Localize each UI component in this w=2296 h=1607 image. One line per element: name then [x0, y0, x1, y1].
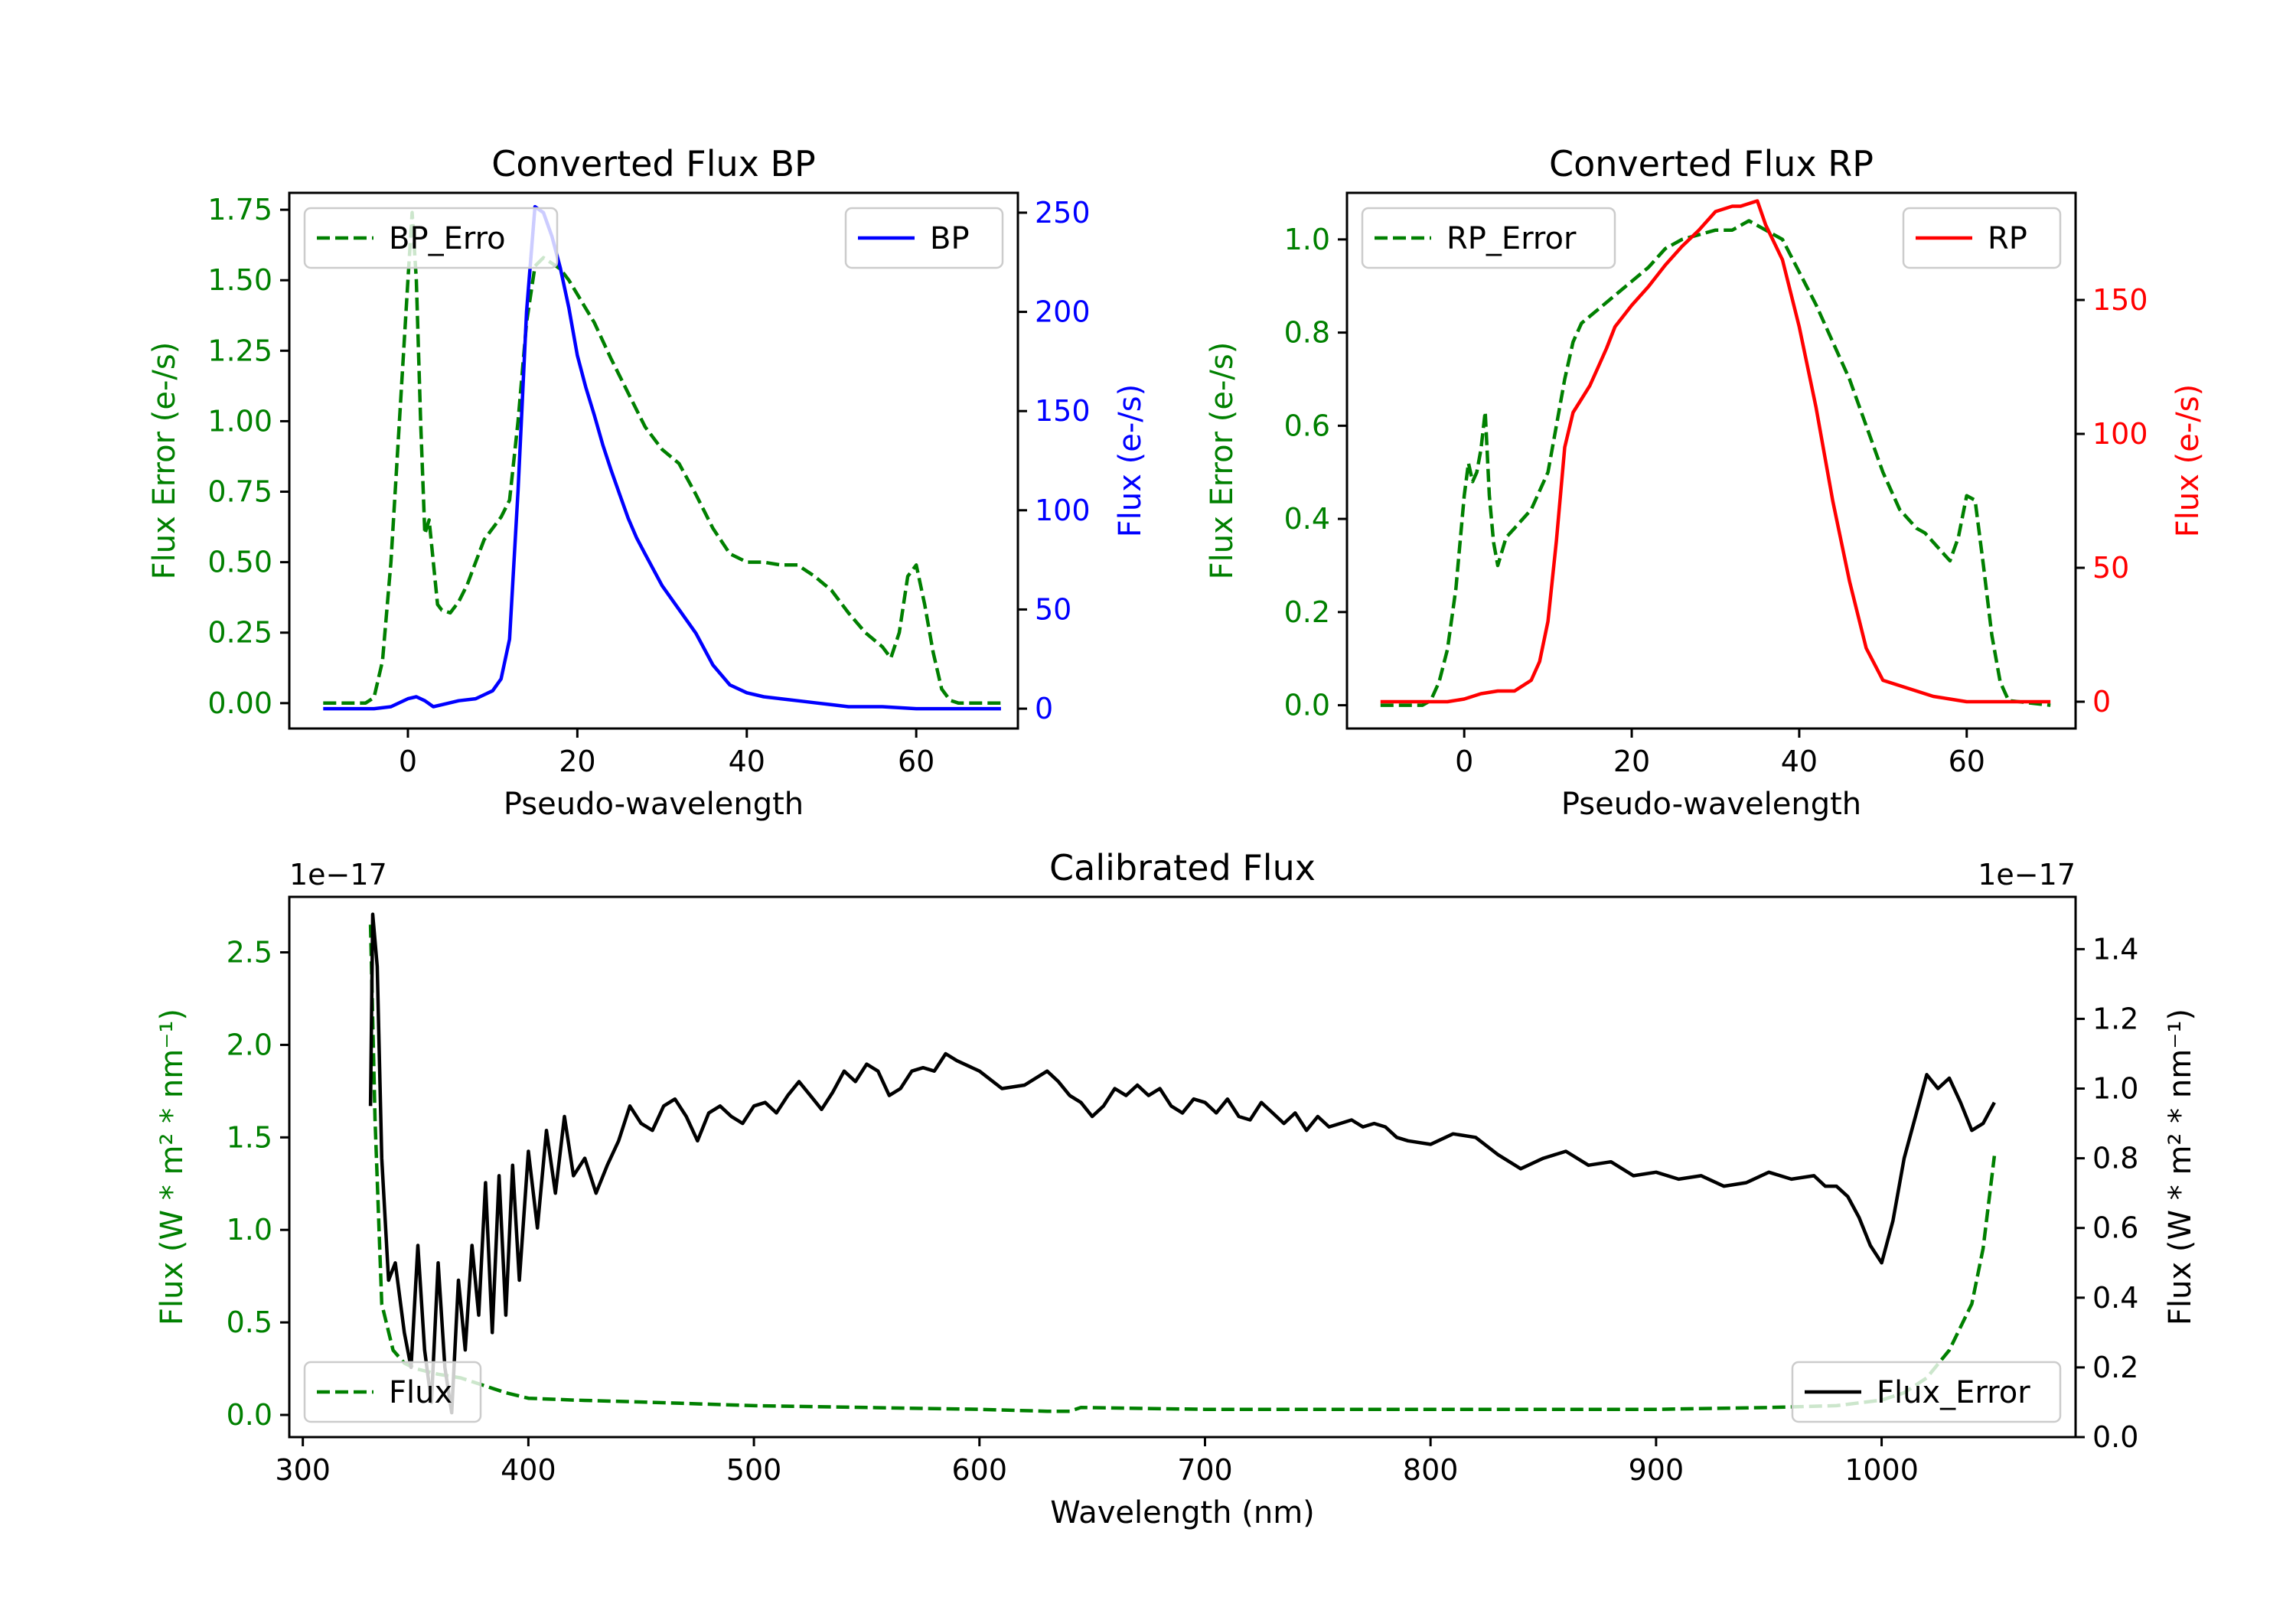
cal-ytick-right-label: 1.4: [2092, 932, 2138, 966]
cal-xtick-label: 500: [726, 1453, 782, 1487]
cal-xtick-label: 800: [1403, 1453, 1459, 1487]
bp-xtick-label: 20: [559, 745, 595, 778]
cal-offset-left: 1e−17: [289, 858, 387, 892]
cal-xlabel: Wavelength (nm): [1050, 1495, 1315, 1530]
cal-legend-right-label: Flux_Error: [1877, 1375, 2030, 1410]
rp-ytick-left-label: 0.8: [1284, 316, 1330, 350]
rp-series-rp: [1380, 199, 2051, 704]
cal-chart: 300 400 500 600 700 800 900 1000 0.0 0.5 1.0 1.5 2.0…: [155, 847, 2198, 1530]
rp-ytick-left-label: 0.2: [1284, 595, 1330, 629]
cal-legend-left: Flux: [303, 1361, 482, 1423]
bp-ytick-left-label: 0.75: [207, 475, 272, 509]
bp-ytick-left-label: 1.50: [207, 263, 272, 297]
bp-ytick-left-label: 0.50: [207, 546, 272, 579]
rp-xtick-label: 20: [1613, 745, 1650, 778]
cal-ytick-left-label: 2.5: [227, 936, 272, 970]
cal-xtick-label: 600: [952, 1453, 1008, 1487]
bp-legend-left-label: BP_Erro: [389, 221, 506, 256]
rp-ytick-left-label: 0.4: [1284, 502, 1330, 536]
rp-legend-left-box: [1361, 207, 1616, 269]
cal-xtick-label: 400: [501, 1453, 556, 1487]
bp-title: Converted Flux BP: [491, 143, 816, 184]
bp-legend-left-box: [303, 207, 559, 269]
cal-offset-right: 1e−17: [1978, 858, 2076, 892]
cal-ytick-left-label: 0.0: [227, 1398, 272, 1432]
rp-ytick-left-label: 0.0: [1284, 689, 1330, 722]
cal-ytick-right-label: 0.2: [2092, 1351, 2138, 1384]
cal-xtick-label: 900: [1629, 1453, 1684, 1487]
cal-series-flux: [368, 912, 1996, 1415]
bp-ytick-right-label: 250: [1035, 196, 1091, 230]
rp-ylabel-right: Flux (e-/s): [2170, 384, 2206, 537]
bp-ytick-left-label: 1.00: [207, 404, 272, 438]
rp-ytick-right-label: 0: [2092, 685, 2111, 719]
cal-ylabel-right: Flux (W * m² * nm⁻¹): [2163, 1009, 2198, 1325]
rp-ytick-right-label: 150: [2092, 283, 2148, 317]
bp-ytick-right-label: 0: [1035, 692, 1053, 725]
rp-ytick-left-label: 1.0: [1284, 223, 1330, 256]
bp-ytick-right-label: 100: [1035, 494, 1091, 527]
bp-ytick-right-label: 200: [1035, 295, 1091, 329]
cal-xtick-label: 1000: [1844, 1453, 1919, 1487]
cal-ylabel-left: Flux (W * m² * nm⁻¹): [155, 1009, 190, 1325]
bp-ytick-left-label: 1.25: [207, 334, 272, 367]
cal-ytick-right-label: 0.8: [2092, 1142, 2138, 1175]
bp-axes-frame: [288, 191, 1019, 730]
cal-ytick-left-label: 2.0: [227, 1028, 272, 1061]
cal-xtick-label: 300: [275, 1453, 331, 1487]
cal-ytick-left-label: 1.0: [227, 1213, 272, 1247]
bp-ytick-right-label: 150: [1035, 394, 1091, 428]
rp-legend-right-box: [1902, 207, 2062, 269]
cal-legend-left-label: Flux: [389, 1375, 452, 1410]
rp-legend-right: RP: [1902, 207, 2062, 269]
cal-axes-frame: [288, 895, 2077, 1439]
rp-xtick-label: 40: [1781, 745, 1818, 778]
bp-ytick-left-label: 0.00: [207, 686, 272, 720]
rp-chart: 0 20 40 60 0.0 0.2 0.4 0.6 0.8 1.0 0 50 100 150 Conver…: [1205, 143, 2206, 822]
rp-legend-left-label: RP_Error: [1446, 221, 1577, 256]
bp-legend-right-label: BP: [930, 221, 970, 256]
rp-ytick-right-label: 50: [2092, 551, 2129, 585]
cal-legend-left-box: [303, 1361, 482, 1423]
cal-ytick-right-label: 0.6: [2092, 1211, 2138, 1245]
rp-ytick-left-label: 0.6: [1284, 409, 1330, 442]
cal-title: Calibrated Flux: [1049, 847, 1316, 888]
bp-ylabel-left: Flux Error (e-/s): [147, 342, 182, 580]
cal-legend-right-box: [1791, 1361, 2062, 1423]
cal-ytick-right-label: 1.2: [2092, 1002, 2138, 1035]
cal-xtick-label: 700: [1177, 1453, 1233, 1487]
bp-legend-left: BP_Erro: [303, 207, 559, 269]
bp-xtick-label: 40: [729, 745, 765, 778]
bp-xtick-label: 0: [399, 745, 417, 778]
rp-axes-frame: [1345, 191, 2077, 730]
cal-ytick-right-label: 1.0: [2092, 1072, 2138, 1106]
cal-ytick-left-label: 0.5: [227, 1305, 272, 1339]
cal-legend-right: Flux_Error: [1791, 1361, 2062, 1423]
cal-ytick-left-label: 1.5: [227, 1120, 272, 1154]
rp-ytick-right-label: 100: [2092, 417, 2148, 451]
bp-ylabel-right: Flux (e-/s): [1113, 384, 1148, 537]
rp-xlabel: Pseudo-wavelength: [1561, 787, 1861, 822]
bp-legend-right: BP: [844, 207, 1004, 269]
rp-ylabel-left: Flux Error (e-/s): [1205, 342, 1240, 580]
rp-series-rp-error: [1380, 219, 2051, 707]
bp-legend-right-box: [844, 207, 1004, 269]
rp-title: Converted Flux RP: [1549, 143, 1874, 184]
rp-legend-right-label: RP: [1988, 221, 2027, 256]
rp-legend-left: RP_Error: [1361, 207, 1616, 269]
rp-xtick-label: 60: [1949, 745, 1985, 778]
bp-chart: 0 20 40 60 0.00 0.25 0.50 0.75 1.00 1.25 1.50 1.75 0…: [147, 143, 1148, 822]
rp-xtick-label: 0: [1455, 745, 1473, 778]
bp-xlabel: Pseudo-wavelength: [504, 787, 804, 822]
bp-ytick-left-label: 1.75: [207, 193, 272, 227]
bp-ytick-left-label: 0.25: [207, 616, 272, 650]
cal-ytick-right-label: 0.4: [2092, 1281, 2138, 1315]
cal-ytick-right-label: 0.0: [2092, 1420, 2138, 1454]
bp-series-bp-error: [323, 210, 1001, 706]
bp-xtick-label: 60: [898, 745, 934, 778]
bp-ytick-right-label: 50: [1035, 592, 1071, 626]
bp-series-bp: [323, 204, 1001, 711]
